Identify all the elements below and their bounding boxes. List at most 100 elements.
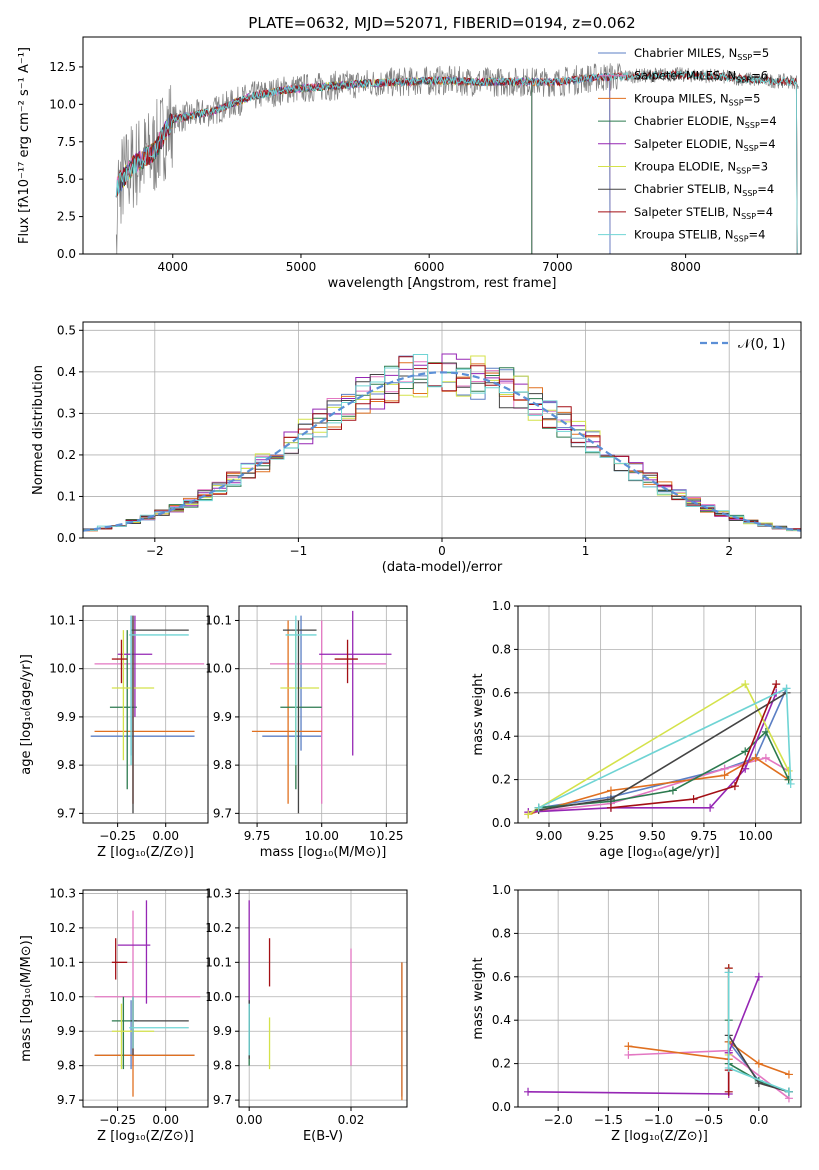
y-tick-label: 10.3 [49, 886, 76, 900]
y-tick-label: 2.5 [57, 210, 76, 224]
spectrum-legend: Chabrier MILES, NSSP=5 Salpeter MILES, NS… [598, 46, 777, 244]
normal-curve [83, 371, 801, 532]
x-axis-label: Z [log₁₀(Z/Z⊙)] [97, 845, 194, 860]
z_mass-frame [82, 889, 209, 1108]
model-spectrum-chab_miles [115, 72, 611, 254]
y-axis-label: mass [log₁₀(M/M⊙)] [19, 935, 34, 1062]
marker-krou_elodie [524, 810, 533, 819]
y-tick-label: 9.7 [57, 806, 76, 820]
marker-krou_miles [751, 753, 760, 762]
marker-krou_stelib [724, 968, 733, 977]
y-tick-label: 0.8 [492, 926, 511, 940]
y-tick-label: 10.0 [205, 990, 232, 1004]
y-tick-label: 10.3 [205, 886, 232, 900]
y-tick-label: 9.8 [57, 758, 76, 772]
legend-entry-salp_stelib: Salpeter STELIB, NSSP=4 [634, 205, 773, 221]
y-tick-label: 0.0 [57, 531, 76, 545]
y-tick-label: 10.1 [205, 613, 232, 627]
y-tick-label: 0.6 [492, 686, 511, 700]
mass_age-frame [238, 605, 408, 824]
x-tick-label: −2.0 [544, 1113, 573, 1127]
y-tick-label: 0.1 [57, 489, 76, 503]
marker-krou_miles [784, 1070, 793, 1079]
x-axis-label: wavelength [Angstrom, rest frame] [328, 276, 557, 291]
y-tick-label: 9.7 [57, 1093, 76, 1107]
ebv_mass-frame [238, 889, 408, 1108]
histogram-krou_stelib [83, 354, 801, 533]
y-tick-label: 9.9 [213, 710, 232, 724]
x-tick-label: 0.00 [152, 829, 179, 843]
y-tick-label: 9.8 [57, 1059, 76, 1073]
spectrum-frame [82, 36, 802, 255]
series-salp_elodie [527, 976, 760, 1095]
y-tick-label: 0.0 [492, 816, 511, 830]
y-tick-label: 0.3 [57, 406, 76, 420]
y-tick-label: 10.0 [205, 662, 232, 676]
y-tick-label: 0.2 [57, 448, 76, 462]
legend-entry-krou_miles: Kroupa MILES, NSSP=5 [634, 91, 760, 107]
z_age-frame [82, 605, 209, 824]
x-tick-label: −0.25 [99, 829, 136, 843]
marker-krou_miles [754, 1059, 763, 1068]
chart-title: PLATE=0632, MJD=52071, FIBERID=0194, z=0… [248, 14, 635, 32]
y-tick-label: 0.5 [57, 323, 76, 337]
z-weight-panel: −2.0 −1.5 −1.0 −0.5 0.0 0.0 0.2 0.4 0.6 0.8 1.0 Z [… [471, 883, 802, 1144]
z_weight-frame [517, 889, 802, 1108]
x-axis-label: mass [log₁₀(M/M⊙)] [260, 845, 387, 860]
y-tick-label: 10.1 [49, 955, 76, 969]
x-tick-label: 2 [725, 544, 733, 558]
model-spectrum-krou_stelib [115, 70, 798, 254]
y-tick-label: 0.0 [57, 247, 76, 261]
y-tick-label: 1.0 [492, 883, 511, 897]
y-tick-label: 10.0 [49, 990, 76, 1004]
marker-krou_stelib [786, 779, 795, 788]
residuals-frame [82, 321, 802, 539]
legend-entry-salp_elodie: Salpeter ELODIE, NSSP=4 [634, 137, 776, 153]
x-tick-label: 10.25 [369, 829, 403, 843]
y-tick-label: 1.0 [492, 599, 511, 613]
marker-salp_miles [624, 1050, 633, 1059]
y-axis-label: age [log₁₀(age/yr)] [19, 654, 34, 775]
y-tick-label: 0.6 [492, 970, 511, 984]
marker-krou_elodie [784, 766, 793, 775]
x-tick-label: −1.0 [644, 1113, 673, 1127]
y-tick-label: 0.4 [57, 365, 76, 379]
series-chab_elodie [538, 730, 790, 809]
model-spectrum-salp_miles [115, 72, 611, 254]
x-tick-label: −0.5 [694, 1113, 723, 1127]
legend-entry-krou_stelib: Kroupa STELIB, NSSP=4 [634, 228, 765, 244]
y-tick-label: 9.7 [213, 806, 232, 820]
y-tick-label: 0.2 [492, 773, 511, 787]
x-tick-label: 9.75 [691, 829, 718, 843]
marker-salp_stelib [730, 782, 739, 791]
age_weight-frame [517, 605, 802, 824]
marker-chab_stelib [606, 795, 615, 804]
marker-salp_stelib [689, 795, 698, 804]
z-mass-panel: −0.25 0.00 9.7 9.8 9.9 10.0 10.1 10.2 10.3 Z [log… [19, 886, 209, 1144]
marker-salp_elodie [524, 1087, 533, 1096]
y-tick-label: 0.0 [492, 1100, 511, 1114]
x-tick-label: 10.00 [305, 829, 339, 843]
marker-chab_elodie [741, 747, 750, 756]
x-tick-label: 0.02 [338, 1113, 365, 1127]
x-tick-label: 5000 [286, 260, 317, 274]
marker-salp_miles [761, 753, 770, 762]
y-axis-label: mass weight [471, 957, 486, 1039]
x-tick-label: 8000 [670, 260, 701, 274]
x-axis-label: Z [log₁₀(Z/Z⊙)] [611, 1129, 708, 1144]
x-tick-label: −0.25 [99, 1113, 136, 1127]
y-tick-label: 10.1 [205, 955, 232, 969]
model-spectrum-salp_elodie [115, 75, 533, 254]
y-tick-label: 9.9 [57, 710, 76, 724]
z-age-panel: −0.25 0.00 9.7 9.8 9.9 10.0 10.1 Z [log₁₀(Z/Z⊙)… [19, 605, 209, 860]
residuals-legend: 𝒩(0, 1) [700, 337, 785, 352]
x-tick-label: 0.00 [236, 1113, 263, 1127]
marker-salp_stelib [606, 803, 615, 812]
model-spectrum-chab_elodie [115, 75, 533, 254]
legend-entry-chab_elodie: Chabrier ELODIE, NSSP=4 [634, 114, 777, 130]
x-tick-label: 9.00 [536, 829, 563, 843]
y-tick-label: 10.0 [49, 662, 76, 676]
y-tick-label: 0.4 [492, 1013, 511, 1027]
y-tick-label: 10.2 [205, 921, 232, 935]
